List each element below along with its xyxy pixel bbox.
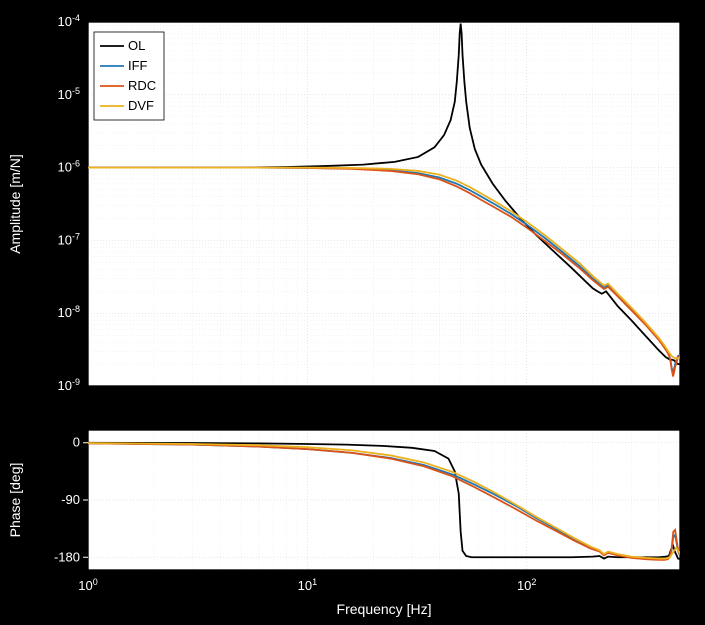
svg-text:101: 101: [298, 577, 317, 593]
svg-text:100: 100: [78, 577, 97, 593]
legend-label-iff: IFF: [128, 58, 148, 73]
svg-text:Amplitude [m/N]: Amplitude [m/N]: [7, 154, 23, 254]
svg-text:0: 0: [73, 435, 80, 450]
svg-text:102: 102: [517, 577, 536, 593]
svg-text:-90: -90: [61, 492, 80, 507]
legend: OL IFF RDC DVF: [94, 32, 164, 120]
bode-plot: 10-9 10-8 10-7 10-6 10-5 10-4 Amplitude [m/N] -…: [0, 0, 705, 625]
svg-text:-180: -180: [54, 549, 80, 564]
svg-text:10-4: 10-4: [58, 13, 80, 29]
svg-text:Frequency [Hz]: Frequency [Hz]: [337, 601, 432, 617]
svg-text:10-9: 10-9: [58, 377, 80, 393]
svg-text:10-5: 10-5: [58, 86, 80, 102]
svg-text:10-6: 10-6: [58, 159, 80, 175]
svg-text:10-8: 10-8: [58, 304, 80, 320]
legend-label-rdc: RDC: [128, 78, 156, 93]
svg-text:Phase [deg]: Phase [deg]: [7, 463, 23, 538]
legend-label-dvf: DVF: [128, 98, 154, 113]
legend-label-ol: OL: [128, 38, 145, 53]
svg-text:10-7: 10-7: [58, 231, 80, 247]
